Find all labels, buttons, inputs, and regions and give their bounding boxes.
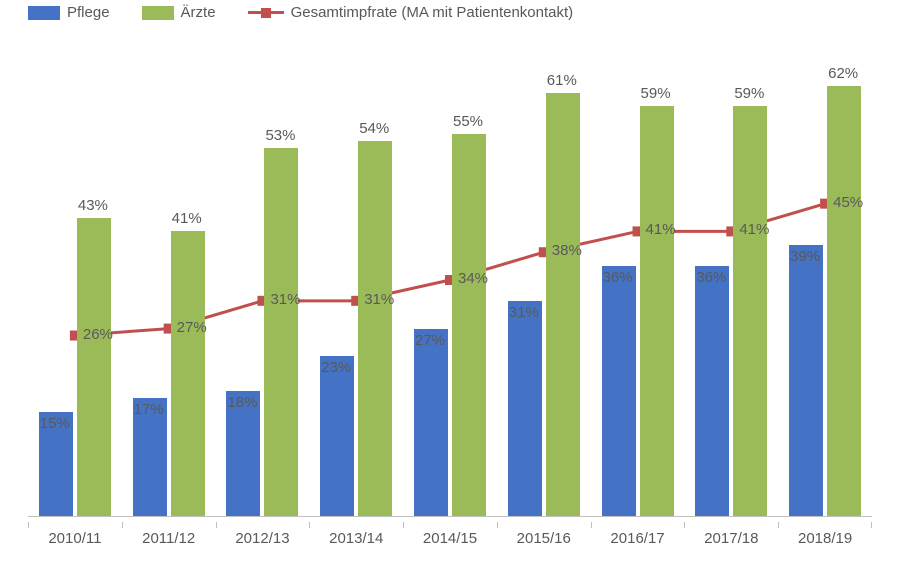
bar-label-pflege: 15%: [40, 415, 70, 432]
x-tick-label: 2012/13: [235, 530, 289, 547]
bar-label-aerzte: 54%: [359, 120, 389, 137]
bar-label-aerzte: 62%: [828, 65, 858, 82]
bar-label-pflege: 18%: [227, 394, 257, 411]
bar-aerzte: [546, 93, 580, 516]
bar-aerzte: [171, 231, 205, 516]
bar-aerzte: [358, 141, 392, 516]
bar-label-aerzte: 53%: [265, 127, 295, 144]
bar-aerzte: [640, 106, 674, 516]
bar-label-pflege: 31%: [509, 304, 539, 321]
x-tick: [778, 522, 779, 528]
trend-label: 31%: [270, 291, 300, 308]
bar-label-pflege: 39%: [790, 248, 820, 265]
legend-label-aerzte: Ärzte: [181, 4, 216, 21]
x-tick-label: 2013/14: [329, 530, 383, 547]
trend-label: 31%: [364, 291, 394, 308]
line-swatch-marker: [261, 8, 271, 18]
legend: Pflege Ärzte Gesamtimpfrate (MA mit Pati…: [28, 4, 573, 21]
bar-aerzte: [264, 148, 298, 516]
legend-item-pflege: Pflege: [28, 4, 110, 21]
pflege-swatch: [28, 6, 60, 20]
bar-label-pflege: 27%: [415, 332, 445, 349]
x-tick: [122, 522, 123, 528]
bar-label-aerzte: 59%: [734, 85, 764, 102]
x-tick: [591, 522, 592, 528]
x-tick-label: 2017/18: [704, 530, 758, 547]
bar-label-pflege: 36%: [696, 269, 726, 286]
x-tick: [309, 522, 310, 528]
legend-item-line: Gesamtimpfrate (MA mit Patientenkontakt): [248, 4, 574, 21]
bar-aerzte: [733, 106, 767, 516]
x-tick: [871, 522, 872, 528]
bar-label-aerzte: 41%: [172, 210, 202, 227]
bar-pflege: [789, 245, 823, 516]
x-axis: 2010/11 2011/12 2012/13 2013/14 2014/15 2015/…: [28, 522, 872, 562]
legend-label-pflege: Pflege: [67, 4, 110, 21]
line-swatch: [248, 6, 284, 20]
bar-label-aerzte: 61%: [547, 72, 577, 89]
x-tick: [684, 522, 685, 528]
bar-label-aerzte: 43%: [78, 197, 108, 214]
aerzte-swatch: [142, 6, 174, 20]
trend-label: 41%: [646, 221, 676, 238]
bar-label-pflege: 17%: [134, 401, 164, 418]
x-tick-label: 2014/15: [423, 530, 477, 547]
plot-area: 15% 43% 17% 41% 18% 53% 23% 54% 27% 55% 31% 61% 36% 5…: [28, 44, 872, 517]
x-tick-label: 2018/19: [798, 530, 852, 547]
vaccination-chart: Pflege Ärzte Gesamtimpfrate (MA mit Pati…: [0, 0, 900, 566]
bar-aerzte: [452, 134, 486, 516]
bar-pflege: [602, 266, 636, 516]
trend-label: 38%: [552, 242, 582, 259]
x-tick-label: 2016/17: [610, 530, 664, 547]
x-tick-label: 2011/12: [142, 530, 195, 547]
trend-label: 41%: [739, 221, 769, 238]
bar-label-aerzte: 55%: [453, 113, 483, 130]
bar-label-aerzte: 59%: [641, 85, 671, 102]
x-tick-label: 2010/11: [48, 530, 101, 547]
bar-pflege: [508, 301, 542, 516]
x-tick-label: 2015/16: [517, 530, 571, 547]
x-tick: [216, 522, 217, 528]
legend-item-aerzte: Ärzte: [142, 4, 216, 21]
legend-label-line: Gesamtimpfrate (MA mit Patientenkontakt): [291, 4, 574, 21]
x-tick: [28, 522, 29, 528]
bar-aerzte: [77, 218, 111, 516]
x-tick: [403, 522, 404, 528]
bar-label-pflege: 36%: [603, 269, 633, 286]
bar-aerzte: [827, 86, 861, 516]
trend-label: 34%: [458, 270, 488, 287]
bar-pflege: [695, 266, 729, 516]
bar-pflege: [320, 356, 354, 516]
trend-label: 26%: [83, 326, 113, 343]
bar-label-pflege: 23%: [321, 359, 351, 376]
trend-label: 45%: [833, 194, 863, 211]
trend-label: 27%: [177, 319, 207, 336]
x-tick: [497, 522, 498, 528]
bar-pflege: [414, 329, 448, 516]
